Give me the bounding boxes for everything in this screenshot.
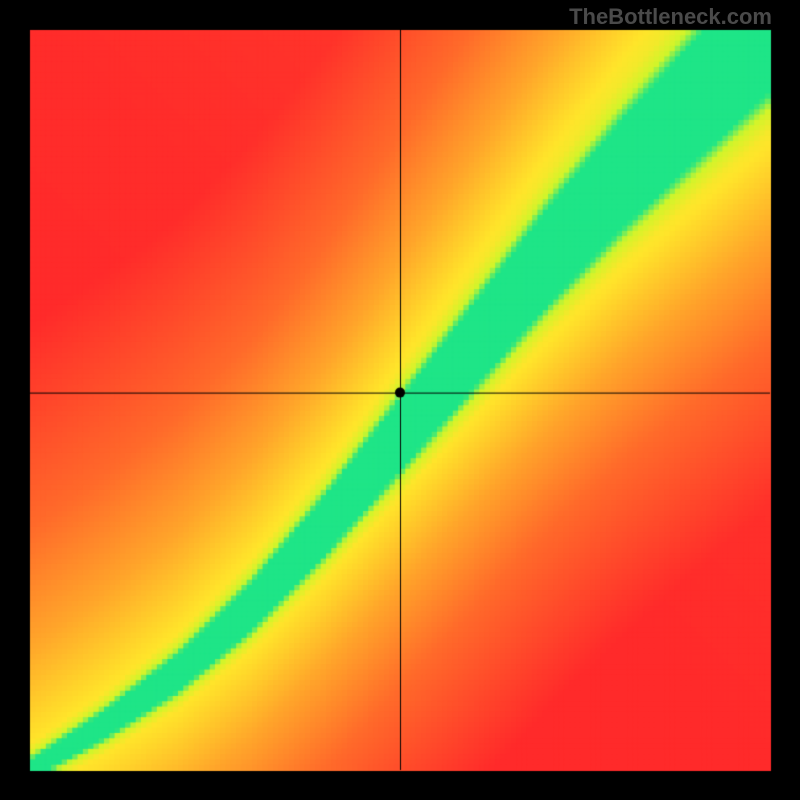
bottleneck-heatmap xyxy=(0,0,800,800)
watermark-text: TheBottleneck.com xyxy=(569,4,772,30)
chart-container: TheBottleneck.com xyxy=(0,0,800,800)
